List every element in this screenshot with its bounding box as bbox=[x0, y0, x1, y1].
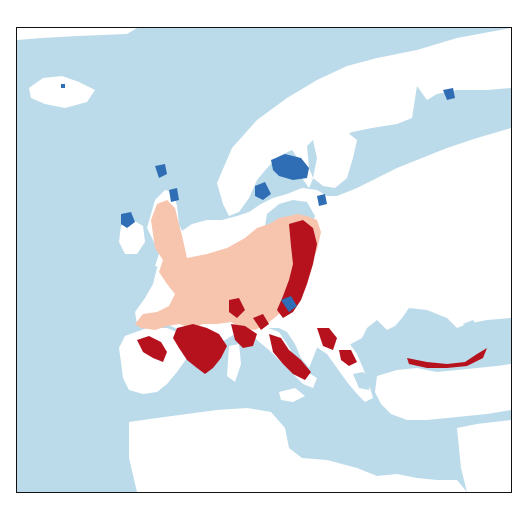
category-dark-red-area bbox=[137, 220, 487, 380]
europe-map bbox=[16, 27, 512, 493]
category-blue-area bbox=[61, 84, 455, 312]
category-light-salmon-area bbox=[135, 200, 321, 330]
